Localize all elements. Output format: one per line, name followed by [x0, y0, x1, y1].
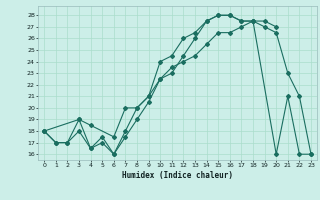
X-axis label: Humidex (Indice chaleur): Humidex (Indice chaleur)	[122, 171, 233, 180]
